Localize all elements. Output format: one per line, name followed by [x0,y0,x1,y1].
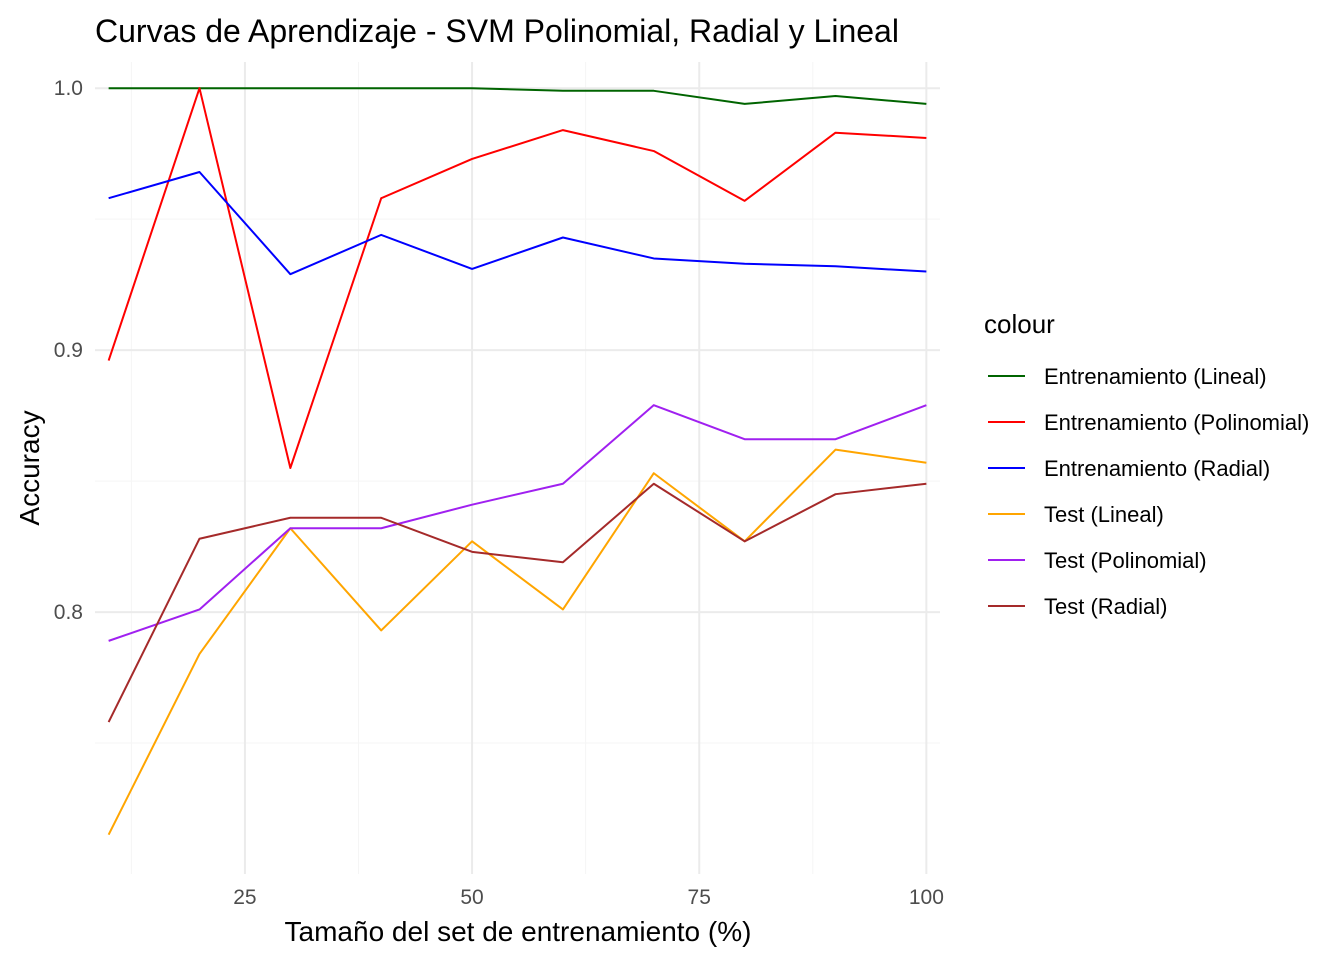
x-tick-label: 75 [688,886,711,909]
series-line-3 [107,448,927,836]
legend-item: Entrenamiento (Polinomial) [988,410,1309,435]
y-axis-title: Accuracy [14,410,45,525]
series-line-2 [108,171,927,276]
legend-item: Test (Radial) [988,594,1167,619]
y-tick-label: 0.8 [54,601,83,624]
series-line-4 [108,404,927,642]
x-tick-label: 50 [460,886,483,909]
legend-title: colour [984,309,1055,339]
chart-title: Curvas de Aprendizaje - SVM Polinomial, … [95,13,899,49]
legend-label: Entrenamiento (Radial) [1044,456,1270,481]
series-line-1 [107,87,927,469]
legend: colour Entrenamiento (Lineal)Entrenamien… [984,309,1309,619]
legend-item: Test (Polinomial) [988,548,1207,573]
legend-label: Test (Radial) [1044,594,1167,619]
legend-items: Entrenamiento (Lineal) Entrenamiento (Pol… [988,364,1309,619]
legend-label: Entrenamiento (Lineal) [1044,364,1267,389]
legend-label: Test (Lineal) [1044,502,1164,527]
legend-label: Test (Polinomial) [1044,548,1207,573]
y-tick-label: 1.0 [54,77,83,100]
legend-item: Entrenamiento (Radial) [988,456,1270,481]
x-axis-title: Tamaño del set de entrenamiento (%) [285,916,752,947]
series-line-5 [107,482,927,723]
x-tick-label: 25 [233,886,256,909]
legend-item: Entrenamiento (Lineal) [988,364,1267,389]
y-tick-labels: 0.8 0.9 1.0 [54,77,83,624]
legend-label: Entrenamiento (Polinomial) [1044,410,1309,435]
x-tick-labels: 25 50 75 100 [233,886,944,909]
grid-layer [95,62,940,874]
x-tick-label: 100 [909,886,944,909]
series-line-0 [108,87,927,105]
y-tick-label: 0.9 [54,339,83,362]
series-layer [107,87,927,836]
legend-item: Test (Lineal) [988,502,1164,527]
